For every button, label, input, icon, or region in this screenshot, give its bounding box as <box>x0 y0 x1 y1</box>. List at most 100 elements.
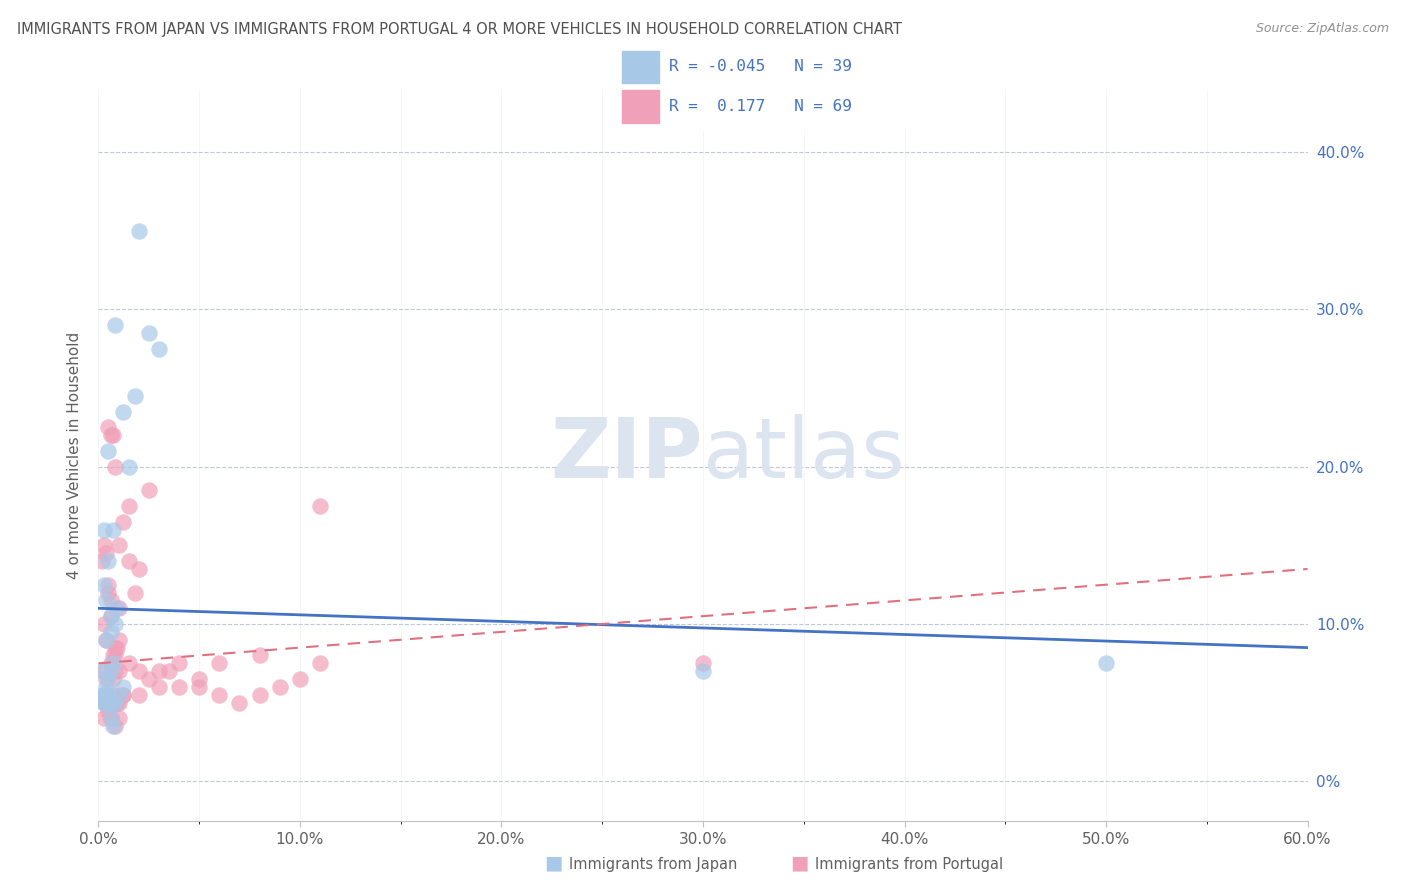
Point <box>167 680 190 694</box>
Point <box>208 688 231 702</box>
Point <box>100 711 122 725</box>
Point <box>93 538 115 552</box>
Point <box>101 688 124 702</box>
Point <box>118 499 141 513</box>
Point <box>249 688 271 702</box>
Point <box>103 617 125 632</box>
Point <box>111 688 134 702</box>
Point <box>103 719 125 733</box>
Point <box>93 688 115 702</box>
Point <box>97 672 120 686</box>
Text: atlas: atlas <box>703 415 904 495</box>
Point <box>93 688 115 702</box>
Point <box>692 657 714 671</box>
Point <box>288 672 311 686</box>
Point <box>188 680 211 694</box>
Point <box>97 688 120 702</box>
Text: Immigrants from Japan: Immigrants from Japan <box>569 857 738 872</box>
Point <box>97 444 120 458</box>
Point <box>103 696 125 710</box>
Text: IMMIGRANTS FROM JAPAN VS IMMIGRANTS FROM PORTUGAL 4 OR MORE VEHICLES IN HOUSEHOL: IMMIGRANTS FROM JAPAN VS IMMIGRANTS FROM… <box>17 22 901 37</box>
Point <box>188 672 211 686</box>
Point <box>157 664 180 678</box>
Point <box>124 585 146 599</box>
Point <box>100 593 122 607</box>
Point <box>148 680 170 694</box>
Point <box>1095 657 1118 671</box>
Point <box>93 617 115 632</box>
Point <box>118 554 141 568</box>
Point <box>111 680 134 694</box>
Point <box>97 577 120 591</box>
Point <box>128 562 150 576</box>
Point <box>101 428 124 442</box>
Point <box>228 696 250 710</box>
Point <box>93 696 115 710</box>
Point <box>111 405 134 419</box>
Point <box>100 609 122 624</box>
Point <box>97 420 120 434</box>
Point <box>96 546 118 560</box>
Point <box>100 624 122 639</box>
Point <box>93 696 115 710</box>
Point <box>101 719 124 733</box>
Point <box>105 640 128 655</box>
Point <box>96 696 118 710</box>
Point <box>208 657 231 671</box>
Point <box>692 664 714 678</box>
Point <box>124 389 146 403</box>
Point <box>309 499 332 513</box>
Point <box>101 523 124 537</box>
Point <box>100 609 122 624</box>
Point <box>96 680 118 694</box>
Bar <box>621 90 659 122</box>
Point <box>91 664 114 678</box>
Point <box>96 696 118 710</box>
Point <box>93 523 115 537</box>
Text: Source: ZipAtlas.com: Source: ZipAtlas.com <box>1256 22 1389 36</box>
Point <box>100 657 122 671</box>
Point <box>118 657 141 671</box>
Point <box>138 483 160 498</box>
Point <box>100 711 122 725</box>
Point <box>111 688 134 702</box>
Point <box>96 696 118 710</box>
Point <box>100 696 122 710</box>
Point <box>93 711 115 725</box>
Point <box>148 664 170 678</box>
Point <box>128 664 150 678</box>
Point <box>96 672 118 686</box>
Point <box>96 632 118 647</box>
Text: ■: ■ <box>544 854 562 872</box>
Point <box>91 554 114 568</box>
Point <box>148 342 170 356</box>
Point <box>107 601 129 615</box>
Point <box>128 224 150 238</box>
Point <box>97 554 120 568</box>
Point <box>107 711 129 725</box>
Point <box>103 664 125 678</box>
Point <box>103 648 125 663</box>
Point <box>97 696 120 710</box>
Point <box>97 696 120 710</box>
Point <box>128 688 150 702</box>
Point <box>97 688 120 702</box>
Text: ZIP: ZIP <box>551 415 703 495</box>
Point <box>103 640 125 655</box>
Point <box>96 632 118 647</box>
Point <box>107 538 129 552</box>
Point <box>96 593 118 607</box>
Point <box>107 664 129 678</box>
Point <box>101 672 124 686</box>
Point <box>100 696 122 710</box>
Point <box>101 657 124 671</box>
Point <box>103 459 125 474</box>
Y-axis label: 4 or more Vehicles in Household: 4 or more Vehicles in Household <box>67 331 83 579</box>
Point <box>105 601 128 615</box>
Point <box>100 664 122 678</box>
Point <box>93 664 115 678</box>
Point <box>107 632 129 647</box>
Point <box>97 704 120 718</box>
Text: Immigrants from Portugal: Immigrants from Portugal <box>815 857 1004 872</box>
Text: ■: ■ <box>790 854 808 872</box>
